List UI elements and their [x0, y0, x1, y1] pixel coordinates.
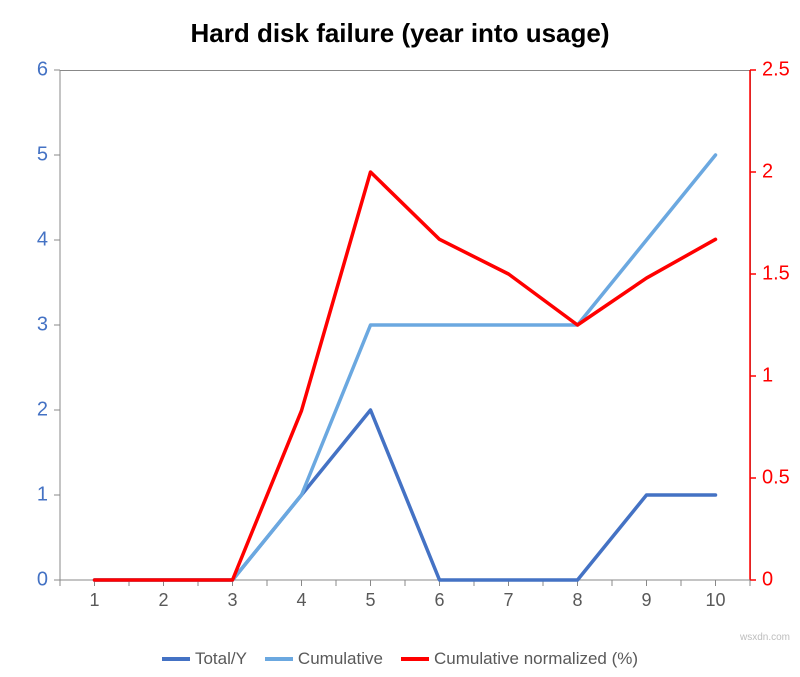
- y-right-tick-label: 0: [762, 569, 773, 592]
- y-right-tick-label: 2.5: [762, 59, 790, 82]
- y-left-tick-label: 1: [37, 484, 48, 507]
- chart-svg: [0, 0, 800, 677]
- legend: Total/Y Cumulative Cumulative normalized (…: [0, 649, 800, 669]
- legend-label: Cumulative: [298, 649, 383, 669]
- legend-swatch: [401, 657, 429, 661]
- x-tick-label: 4: [296, 590, 306, 611]
- y-left-tick-label: 0: [37, 569, 48, 592]
- x-tick-label: 1: [89, 590, 99, 611]
- x-tick-label: 2: [158, 590, 168, 611]
- x-tick-label: 6: [434, 590, 444, 611]
- chart-container: Hard disk failure (year into usage) Tota…: [0, 0, 800, 677]
- watermark: wsxdn.com: [740, 632, 790, 643]
- legend-swatch: [162, 657, 190, 661]
- x-tick-label: 9: [641, 590, 651, 611]
- legend-item: Total/Y: [162, 649, 247, 669]
- y-left-tick-label: 6: [37, 59, 48, 82]
- y-right-tick-label: 2: [762, 161, 773, 184]
- x-tick-label: 3: [227, 590, 237, 611]
- x-tick-label: 7: [503, 590, 513, 611]
- legend-item: Cumulative normalized (%): [401, 649, 638, 669]
- y-right-tick-label: 1: [762, 365, 773, 388]
- y-left-tick-label: 2: [37, 399, 48, 422]
- legend-label: Cumulative normalized (%): [434, 649, 638, 669]
- y-left-tick-label: 5: [37, 144, 48, 167]
- y-right-tick-label: 0.5: [762, 467, 790, 490]
- x-tick-label: 8: [572, 590, 582, 611]
- x-tick-label: 5: [365, 590, 375, 611]
- y-left-tick-label: 3: [37, 314, 48, 337]
- x-tick-label: 10: [705, 590, 725, 611]
- legend-label: Total/Y: [195, 649, 247, 669]
- legend-swatch: [265, 657, 293, 661]
- y-left-tick-label: 4: [37, 229, 48, 252]
- y-right-tick-label: 1.5: [762, 263, 790, 286]
- legend-item: Cumulative: [265, 649, 383, 669]
